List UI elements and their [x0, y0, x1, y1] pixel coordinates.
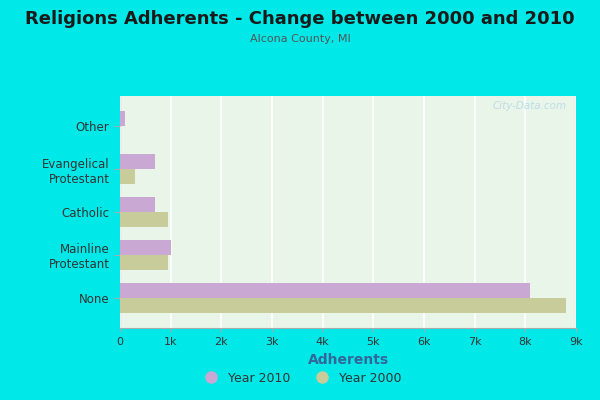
Bar	[120, 240, 170, 255]
Bar	[120, 169, 135, 184]
Bar	[120, 111, 125, 126]
Legend: Year 2010, Year 2000: Year 2010, Year 2000	[193, 367, 407, 390]
Bar	[120, 255, 168, 270]
Text: Religions Adherents - Change between 2000 and 2010: Religions Adherents - Change between 200…	[25, 10, 575, 28]
Text: City-Data.com: City-Data.com	[493, 101, 567, 111]
Bar	[120, 283, 530, 298]
Bar	[120, 197, 155, 212]
Bar	[120, 154, 155, 169]
X-axis label: Adherents: Adherents	[307, 352, 389, 366]
Bar	[120, 298, 566, 313]
Bar	[120, 212, 168, 227]
Text: Alcona County, MI: Alcona County, MI	[250, 34, 350, 44]
